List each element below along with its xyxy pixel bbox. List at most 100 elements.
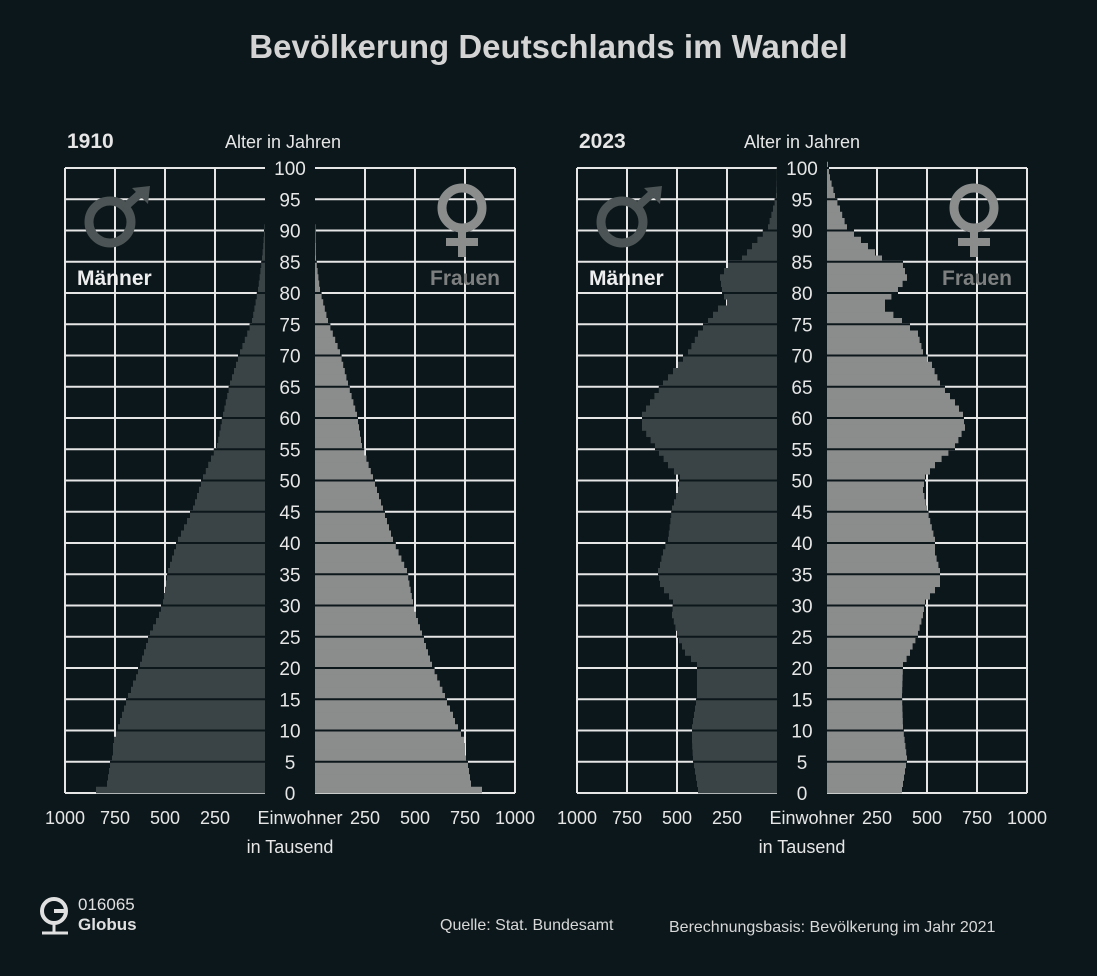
bar-women-age-71 — [315, 343, 338, 350]
globus-logo-icon — [40, 897, 68, 935]
bar-women-age-1 — [315, 780, 471, 788]
bar-men-age-44 — [671, 511, 777, 519]
bar-men-age-82 — [720, 274, 777, 281]
bar-women-age-86 — [827, 249, 875, 256]
x-tick-label-men: 1000 — [557, 808, 597, 828]
bar-men-age-19 — [138, 668, 265, 675]
bar-women-age-78 — [315, 299, 324, 306]
bar-women-age-74 — [827, 324, 910, 331]
bar-men-age-15 — [128, 693, 265, 700]
bar-men-age-32 — [664, 586, 777, 594]
bar-women-age-15 — [315, 693, 445, 700]
bar-women-age-67 — [827, 368, 935, 375]
bar-men-age-53 — [663, 455, 777, 463]
bar-men-age-8 — [692, 736, 777, 744]
bar-women-age-43 — [827, 518, 931, 525]
bar-women-age-58 — [827, 424, 965, 431]
bar-men-age-91 — [769, 218, 777, 225]
bar-women-age-88 — [315, 236, 316, 244]
y-tick-label: 70 — [791, 347, 812, 368]
male-symbol-arrow-head — [132, 186, 150, 204]
x-tick-label-men: 250 — [712, 808, 742, 828]
bar-women-age-11 — [315, 718, 455, 725]
bar-men-age-82 — [259, 274, 265, 281]
bar-women-age-76 — [827, 311, 894, 319]
bar-men-age-49 — [201, 480, 265, 488]
bar-women-age-14 — [315, 699, 447, 706]
bar-women-age-20 — [315, 661, 432, 669]
bar-men-age-2 — [696, 774, 777, 781]
bar-women-age-21 — [315, 655, 430, 663]
female-symbol-cross — [958, 228, 990, 257]
legend-men: Männer — [589, 267, 664, 290]
bar-women-age-25 — [827, 630, 918, 638]
bar-women-age-72 — [315, 336, 336, 344]
bar-women-age-22 — [827, 649, 910, 656]
basis-note: Berechnungsbasis: Bevölkerung im Jahr 20… — [669, 919, 996, 936]
bar-women-age-97 — [827, 180, 832, 188]
bar-women-age-38 — [827, 549, 935, 556]
bar-women-age-77 — [827, 305, 885, 313]
bar-women-age-65 — [827, 380, 940, 388]
bar-men-age-90 — [264, 224, 265, 231]
bar-women-age-69 — [315, 355, 342, 363]
bar-women-age-9 — [315, 730, 461, 738]
y-tick-label: 85 — [791, 253, 812, 274]
bar-men-age-57 — [219, 430, 265, 438]
bar-women-age-86 — [315, 249, 316, 256]
bar-men-age-2 — [108, 774, 265, 781]
bar-men-age-57 — [646, 430, 777, 438]
x-axis-label-line2: in Tausend — [759, 837, 846, 857]
bar-men-age-41 — [181, 530, 265, 538]
bar-women-age-66 — [827, 374, 938, 381]
bar-women-age-76 — [315, 311, 327, 319]
bar-men-age-28 — [672, 611, 777, 619]
y-tick-label: 95 — [279, 190, 300, 211]
bar-men-age-73 — [698, 330, 777, 338]
y-tick-label: 85 — [279, 253, 300, 274]
bar-women-age-58 — [315, 424, 359, 431]
bar-women-age-4 — [315, 761, 468, 769]
bar-women-age-8 — [315, 736, 464, 744]
bar-women-age-91 — [827, 218, 845, 225]
bar-women-age-100 — [827, 161, 828, 169]
bar-women-age-61 — [315, 405, 356, 413]
legend-men: Männer — [77, 267, 152, 290]
bar-women-age-33 — [315, 580, 410, 588]
bar-men-age-70 — [688, 349, 777, 356]
bar-women-age-99 — [827, 168, 829, 175]
bar-men-age-84 — [728, 261, 777, 269]
bar-men-age-7 — [692, 743, 777, 750]
bar-men-age-21 — [691, 655, 777, 663]
bar-women-age-98 — [827, 174, 830, 181]
bar-women-age-3 — [827, 768, 905, 775]
y-tick-label: 0 — [797, 784, 808, 805]
bar-men-age-43 — [670, 518, 777, 525]
y-tick-label: 95 — [791, 190, 812, 211]
bar-men-age-56 — [650, 436, 777, 444]
bar-men-age-76 — [713, 311, 777, 319]
bar-men-age-87 — [752, 243, 777, 250]
pyramid-2023: 2023 Alter in Jahren Einwohner in Tausen… — [557, 130, 1047, 857]
bar-women-age-17 — [315, 680, 440, 688]
y-tick-label: 10 — [791, 722, 812, 743]
bar-men-age-10 — [692, 724, 777, 731]
y-tick-label: 50 — [791, 472, 812, 493]
bar-men-age-66 — [232, 374, 265, 381]
bar-women-age-83 — [827, 268, 905, 275]
y-tick-label: 15 — [791, 690, 812, 711]
bar-women-age-87 — [315, 243, 316, 250]
bar-women-age-0 — [315, 786, 482, 794]
bar-men-age-39 — [176, 543, 265, 550]
bar-men-age-36 — [660, 561, 777, 569]
bar-men-age-21 — [142, 655, 265, 663]
bar-men-age-86 — [262, 249, 265, 256]
bar-men-age-64 — [228, 386, 265, 394]
bar-women-age-19 — [315, 668, 435, 675]
bar-men-age-20 — [697, 661, 777, 669]
bar-men-age-80 — [258, 286, 265, 294]
bar-women-age-70 — [827, 349, 923, 356]
bar-men-age-60 — [642, 411, 777, 419]
female-symbol-icon — [437, 183, 487, 257]
y-tick-label: 100 — [786, 159, 818, 180]
